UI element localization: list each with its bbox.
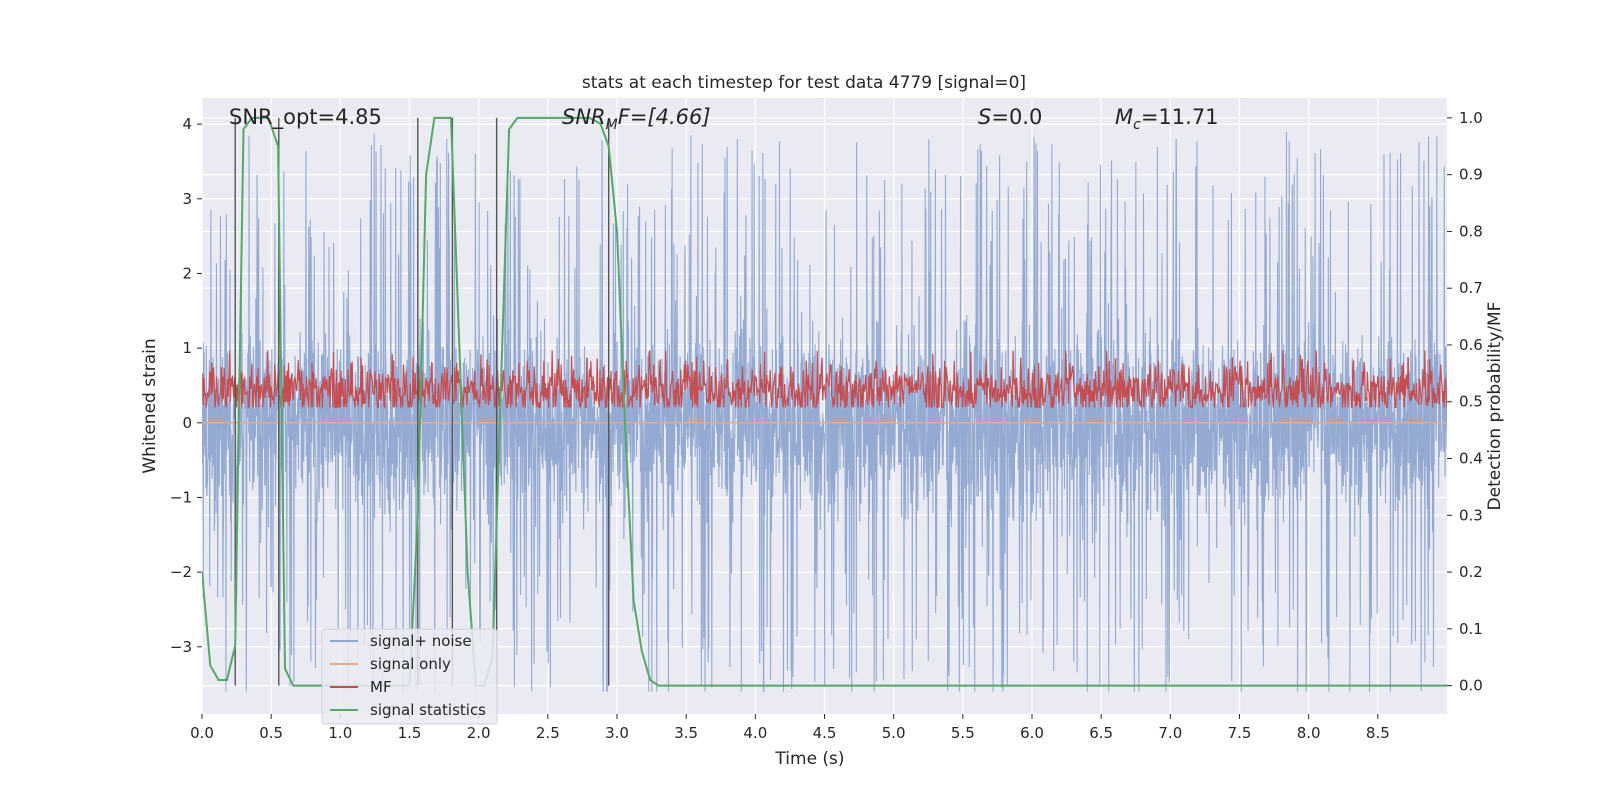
y-right-tick-label-10: 1.0 [1459, 109, 1483, 127]
series-signal-statistics [202, 116, 1447, 687]
series-signal-noise [202, 131, 1447, 693]
x-tick-label-10: 5.0 [882, 724, 906, 742]
x-tick-label-8: 4.0 [743, 724, 767, 742]
legend-label-mf: MF [370, 678, 392, 696]
annotation-s-symbol: S [978, 105, 991, 129]
legend-label-signal-statistics: signal statistics [370, 701, 486, 719]
y-left-axis-label: Whitened strain [140, 338, 160, 473]
x-tick-label-2: 1.0 [328, 724, 352, 742]
legend-label-signal-noise: signal+ noise [370, 632, 472, 650]
annotation-mc-sub: c [1133, 117, 1141, 133]
y-right-tick-label-2: 0.2 [1459, 563, 1483, 581]
x-tick-label-1: 0.5 [259, 724, 283, 742]
x-tick-label-3: 1.5 [398, 724, 422, 742]
x-tick-label-14: 7.0 [1158, 724, 1182, 742]
x-tick-label-5: 2.5 [536, 724, 560, 742]
y-right-tick-label-8: 0.8 [1459, 222, 1483, 240]
series-mf [202, 350, 1447, 410]
annotation-snr-mf-symbol: SNR [562, 105, 606, 129]
y-left-tick-label-5: 2 [182, 264, 192, 282]
y-left-axis-ticks: −3 −2 −1 0 1 2 3 4 [170, 115, 202, 656]
legend-box [321, 628, 498, 725]
annotation-s-rest: =0.0 [991, 105, 1042, 129]
series-line-signal-noise [202, 131, 1447, 693]
y-right-tick-label-1: 0.1 [1459, 620, 1483, 638]
x-tick-label-4: 2.0 [467, 724, 491, 742]
annotation-mc-rest: =11.71 [1141, 105, 1219, 129]
y-left-tick-label-3: 0 [182, 414, 192, 432]
series-line-mf [202, 350, 1447, 410]
y-left-tick-label-4: 1 [182, 339, 192, 357]
y-left-tick-label-7: 4 [182, 115, 192, 133]
y-left-tick-label-6: 3 [182, 190, 192, 208]
x-tick-label-16: 8.0 [1297, 724, 1321, 742]
annotation-snr-mf: SNRMF=[4.66] [562, 105, 711, 133]
vertical-markers [234, 117, 610, 686]
x-tick-label-9: 4.5 [813, 724, 837, 742]
x-axis-ticks: 0.0 0.5 1.0 1.5 2.0 2.5 3.0 3.5 4.0 4.5 5.0 5.5 6.0 6… [190, 714, 1390, 742]
y-right-tick-label-5: 0.5 [1459, 393, 1483, 411]
x-tick-label-12: 6.0 [1020, 724, 1044, 742]
y-right-tick-label-6: 0.6 [1459, 336, 1483, 354]
y-right-axis-label: Detection probability/MF [1485, 302, 1505, 511]
y-right-tick-label-4: 0.4 [1459, 450, 1483, 468]
x-tick-label-0: 0.0 [190, 724, 214, 742]
y-right-tick-label-3: 0.3 [1459, 506, 1483, 524]
x-tick-label-7: 3.5 [674, 724, 698, 742]
annotation-s: S=0.0 [978, 105, 1042, 129]
y-right-axis-ticks: 0.0 0.1 0.2 0.3 0.4 0.5 0.6 0.7 0.8 0.9 1.0 [1447, 109, 1483, 695]
y-left-tick-label-1: −2 [170, 563, 192, 581]
annotation-snr-mf-sub: M [606, 117, 618, 133]
annotation-snr-opt: SNR_opt=4.85 [229, 105, 382, 130]
y-right-tick-label-9: 0.9 [1459, 166, 1483, 184]
annotation-snr-mf-rest: F=[4.66] [618, 105, 711, 129]
x-axis-label: Time (s) [774, 749, 844, 769]
y-left-tick-label-0: −3 [170, 638, 192, 656]
chart-title: stats at each timestep for test data 477… [582, 73, 1026, 93]
annotation-mc: Mc=11.71 [1115, 105, 1219, 133]
y-right-tick-label-0: 0.0 [1459, 677, 1483, 695]
x-tick-label-11: 5.5 [951, 724, 975, 742]
x-tick-label-15: 7.5 [1228, 724, 1252, 742]
y-left-tick-label-2: −1 [170, 488, 192, 506]
legend-label-signal-only: signal only [370, 655, 451, 673]
legend: signal+ noise signal only MF signal stat… [321, 628, 498, 725]
annotation-mc-symbol: M [1115, 105, 1133, 129]
x-tick-label-13: 6.5 [1089, 724, 1113, 742]
series-line-signal-statistics [202, 116, 1447, 687]
x-tick-label-6: 3.0 [605, 724, 629, 742]
y-right-tick-label-7: 0.7 [1459, 279, 1483, 297]
x-tick-label-17: 8.5 [1366, 724, 1390, 742]
